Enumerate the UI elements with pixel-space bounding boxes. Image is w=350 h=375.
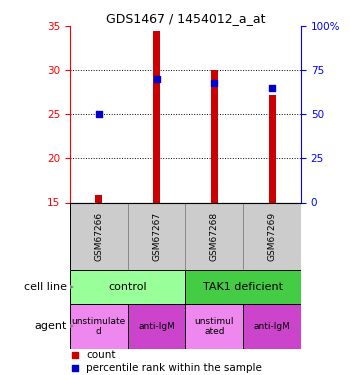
Bar [186,270,301,304]
Bar [96,195,102,202]
Text: GSM67266: GSM67266 [94,211,103,261]
Text: agent: agent [35,321,67,331]
Text: unstimulate
d: unstimulate d [72,316,126,336]
Point [154,76,160,82]
Text: GSM67268: GSM67268 [210,211,219,261]
Point [72,365,77,371]
Bar [186,202,243,270]
Point [72,352,77,358]
Point [211,80,217,86]
Text: unstimul
ated: unstimul ated [195,316,234,336]
Point [269,85,275,91]
Bar [128,202,186,270]
Bar [70,202,128,270]
Title: GDS1467 / 1454012_a_at: GDS1467 / 1454012_a_at [106,12,265,25]
Bar [70,304,128,349]
Bar [153,31,160,202]
Bar [243,202,301,270]
Text: control: control [108,282,147,292]
Bar [128,304,186,349]
Bar [70,270,186,304]
Text: count: count [86,350,116,360]
Text: anti-IgM: anti-IgM [254,322,290,331]
Text: anti-IgM: anti-IgM [138,322,175,331]
Text: TAK1 deficient: TAK1 deficient [203,282,283,292]
Bar [269,95,275,202]
Text: percentile rank within the sample: percentile rank within the sample [86,363,262,374]
Bar [211,70,218,202]
Text: cell line: cell line [24,282,67,292]
Text: GSM67269: GSM67269 [268,211,276,261]
Bar [186,304,243,349]
Bar [243,304,301,349]
Point [96,111,101,117]
Text: GSM67267: GSM67267 [152,211,161,261]
